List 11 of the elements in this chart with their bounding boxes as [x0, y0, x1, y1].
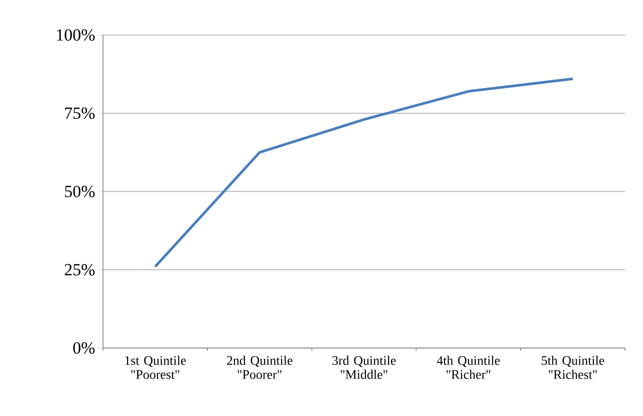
x-tick-label: 1st Quintile "Poorest": [125, 356, 186, 379]
x-tick-label: 5th Quintile "Richest": [542, 356, 604, 379]
x-tick-label: 3rd Quintile "Middle": [332, 356, 396, 379]
y-tick-label: 100%: [57, 29, 95, 41]
y-tick-label: 50%: [65, 186, 95, 198]
y-tick-label: 0%: [73, 342, 95, 354]
y-tick-label: 25%: [64, 264, 95, 276]
y-tick-label: 75%: [65, 107, 95, 120]
x-tick-label: 2nd Quintile "Poorer": [226, 356, 292, 379]
line-series: [154, 78, 574, 268]
x-tick-label: 4th Quintile "Richer": [436, 356, 500, 379]
